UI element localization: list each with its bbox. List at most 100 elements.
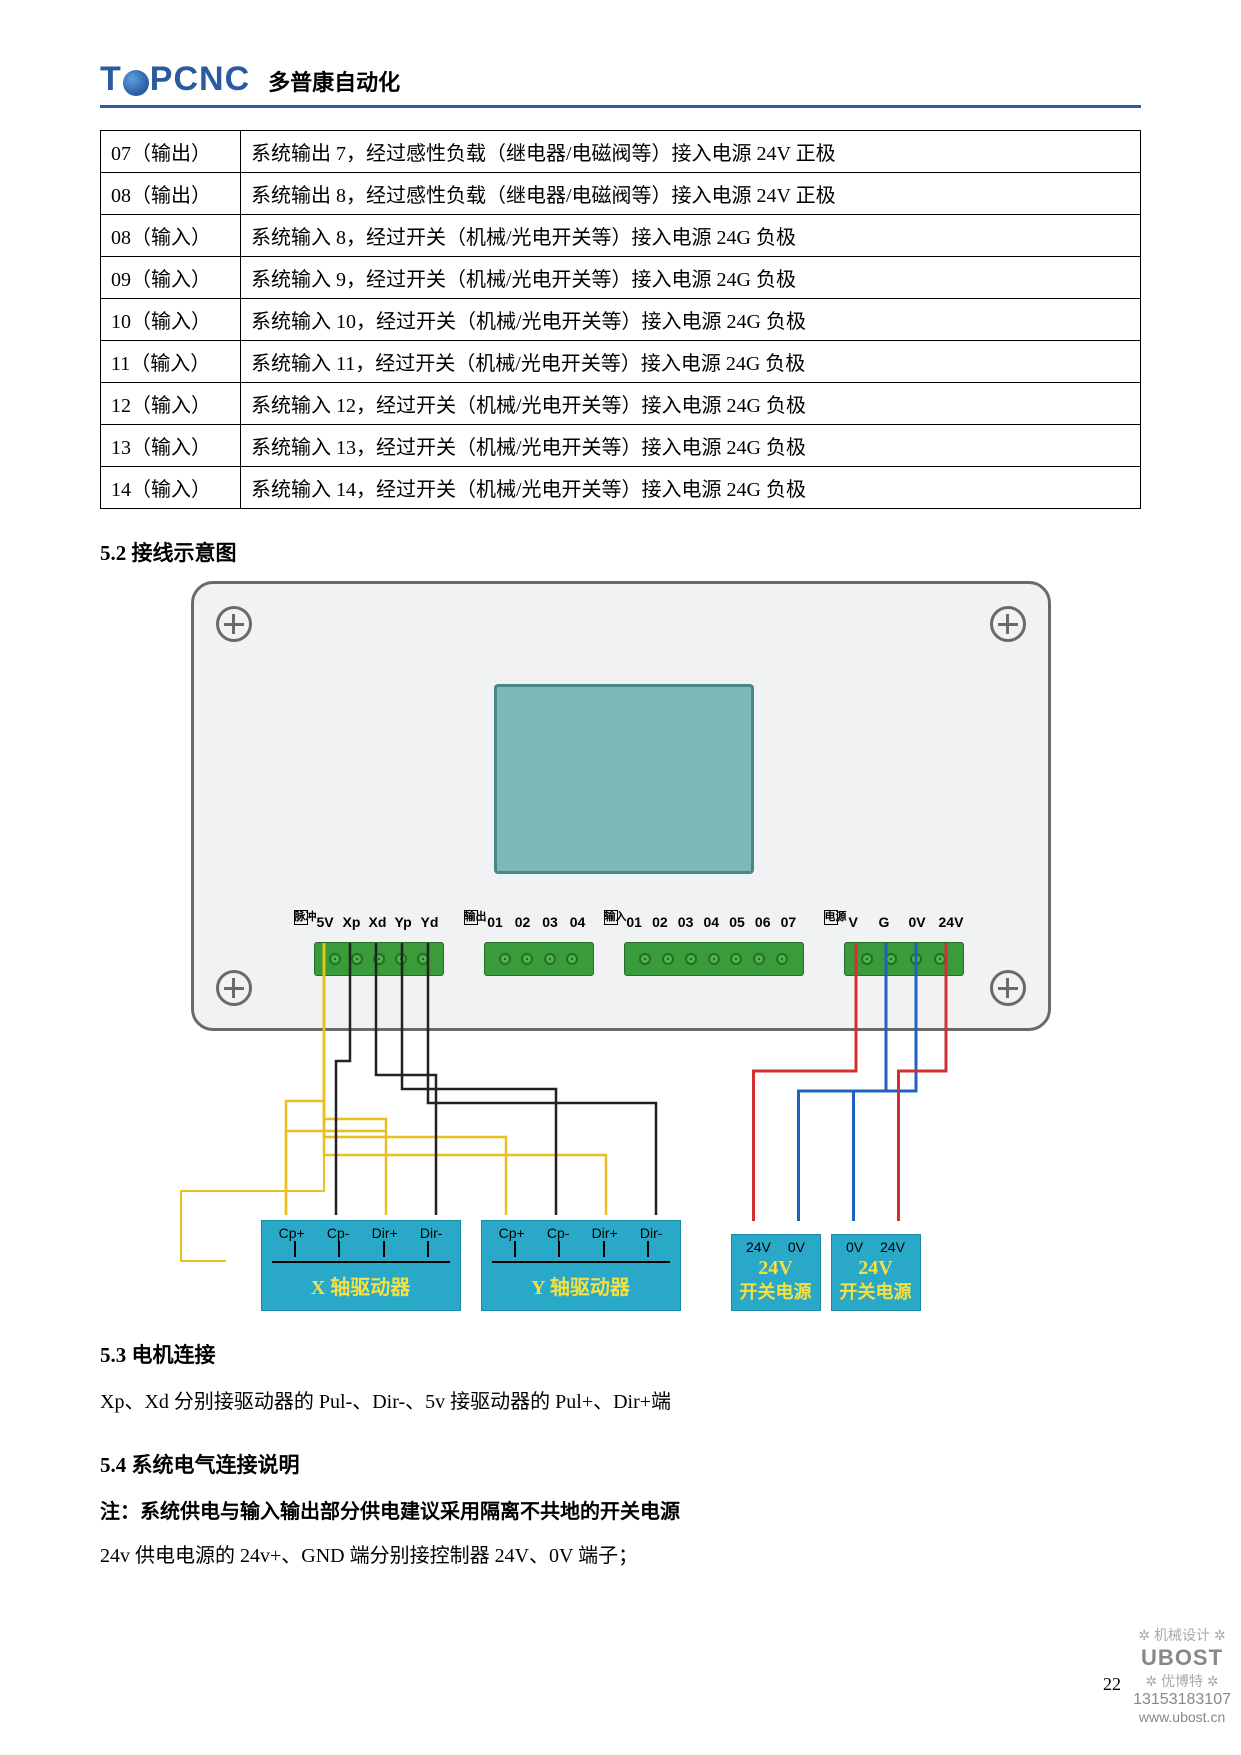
module-pin-label: Cp+ (279, 1225, 305, 1241)
psu2-module: 0V24V 24V 开关电源 (831, 1234, 921, 1311)
io-desc-cell: 系统输入 13，经过开关（机械/光电开关等）接入电源 24G 负极 (241, 425, 1141, 467)
pin-label: 03 (542, 914, 558, 930)
terminal-connector (484, 942, 594, 976)
terminal-pin (544, 953, 556, 965)
io-desc-cell: 系统输入 12，经过开关（机械/光电开关等）接入电源 24G 负极 (241, 383, 1141, 425)
pin-label: Xd (369, 914, 387, 930)
io-desc-cell: 系统输入 9，经过开关（机械/光电开关等）接入电源 24G 负极 (241, 257, 1141, 299)
terminal-pin (885, 953, 897, 965)
pin-label: 07 (781, 914, 797, 930)
pin-label: 06 (755, 914, 771, 930)
io-code-cell: 10（输入） (101, 299, 241, 341)
screw-icon (990, 606, 1026, 642)
group-label: 输出 (464, 910, 478, 925)
terminal-pin (329, 953, 341, 965)
terminal-pin (499, 953, 511, 965)
pin-label: 04 (570, 914, 586, 930)
group-label: 脉冲 (294, 910, 308, 925)
wiring-diagram: 脉冲5VXpXdYpYd输出01020304输入01020304050607电源… (191, 581, 1051, 1311)
io-code-cell: 14（输入） (101, 467, 241, 509)
table-row: 08（输出）系统输出 8，经过感性负载（继电器/电磁阀等）接入电源 24V 正极 (101, 173, 1141, 215)
table-row: 09（输入）系统输入 9，经过开关（机械/光电开关等）接入电源 24G 负极 (101, 257, 1141, 299)
watermark-brand: UBOST (1133, 1645, 1231, 1671)
page-number: 22 (1103, 1674, 1121, 1695)
y-driver-title: Y 轴驱动器 (482, 1265, 680, 1310)
pin-label: 01 (487, 914, 503, 930)
pin-label: 03 (678, 914, 694, 930)
watermark-sub: ✲ 优博特 ✲ (1133, 1671, 1231, 1691)
io-code-cell: 07（输出） (101, 131, 241, 173)
section-5-4-body: 24v 供电电源的 24v+、GND 端分别接控制器 24V、0V 端子； (100, 1537, 1141, 1575)
table-row: 11（输入）系统输入 11，经过开关（机械/光电开关等）接入电源 24G 负极 (101, 341, 1141, 383)
logo-text-left: T (100, 60, 122, 99)
io-table: 07（输出）系统输出 7，经过感性负载（继电器/电磁阀等）接入电源 24V 正极… (100, 130, 1141, 509)
terminal-pin (639, 953, 651, 965)
watermark: ✲ 机械设计 ✲ UBOST ✲ 优博特 ✲ 13153183107 www.u… (1133, 1625, 1231, 1725)
page-header: T PCNC 多普康自动化 (100, 60, 1141, 108)
module-pin-label: Cp- (327, 1225, 350, 1241)
pin-label: Yp (395, 914, 412, 930)
wires-area: Cp+Cp-Dir+Dir- X 轴驱动器 Cp+Cp-Dir+Dir- Y 轴… (191, 1031, 1051, 1311)
pin-label: G (879, 914, 890, 930)
psu1-volt: 24V (732, 1255, 820, 1280)
table-row: 14（输入）系统输入 14，经过开关（机械/光电开关等）接入电源 24G 负极 (101, 467, 1141, 509)
section-5-3-body: Xp、Xd 分别接驱动器的 Pul-、Dir-、5v 接驱动器的 Pul+、Di… (100, 1383, 1141, 1421)
module-pin-label: Dir+ (372, 1225, 398, 1241)
io-desc-cell: 系统输入 11，经过开关（机械/光电开关等）接入电源 24G 负极 (241, 341, 1141, 383)
pin-label: 24V (939, 914, 964, 930)
psu2-volt: 24V (832, 1255, 920, 1280)
module-pin-label: Dir- (640, 1225, 663, 1241)
watermark-top: ✲ 机械设计 ✲ (1133, 1625, 1231, 1645)
terminal-connector (314, 942, 444, 976)
module-pin-label: 24V (746, 1239, 771, 1255)
lcd-screen (494, 684, 754, 874)
terminal-pin (730, 953, 742, 965)
screw-icon (216, 970, 252, 1006)
watermark-url: www.ubost.cn (1133, 1709, 1231, 1725)
io-code-cell: 09（输入） (101, 257, 241, 299)
pin-label: 04 (704, 914, 720, 930)
io-desc-cell: 系统输出 8，经过感性负载（继电器/电磁阀等）接入电源 24V 正极 (241, 173, 1141, 215)
y-driver-module: Cp+Cp-Dir+Dir- Y 轴驱动器 (481, 1220, 681, 1311)
module-pin-label: 24V (880, 1239, 905, 1255)
pin-label: 5V (317, 914, 334, 930)
group-label: 电源 (824, 910, 838, 925)
watermark-phone: 13153183107 (1133, 1691, 1231, 1709)
module-pin-label: 0V (788, 1239, 805, 1255)
terminal-connector (624, 942, 804, 976)
terminal-pin (753, 953, 765, 965)
pin-label: V (849, 914, 858, 930)
io-desc-cell: 系统输入 10，经过开关（机械/光电开关等）接入电源 24G 负极 (241, 299, 1141, 341)
section-5-4-title: 5.4 系统电气连接说明 (100, 1449, 1141, 1479)
psu1-module: 24V0V 24V 开关电源 (731, 1234, 821, 1311)
group-label: 输入 (604, 910, 618, 925)
io-desc-cell: 系统输入 14，经过开关（机械/光电开关等）接入电源 24G 负极 (241, 467, 1141, 509)
terminal-pin (521, 953, 533, 965)
module-pin-label: Dir- (420, 1225, 443, 1241)
table-row: 07（输出）系统输出 7，经过感性负载（继电器/电磁阀等）接入电源 24V 正极 (101, 131, 1141, 173)
module-pin-label: Cp+ (499, 1225, 525, 1241)
section-5-2-title: 5.2 接线示意图 (100, 537, 1141, 567)
table-row: 13（输入）系统输入 13，经过开关（机械/光电开关等）接入电源 24G 负极 (101, 425, 1141, 467)
pin-label: 02 (515, 914, 531, 930)
terminal-pin (351, 953, 363, 965)
x-driver-title: X 轴驱动器 (262, 1265, 460, 1310)
table-row: 10（输入）系统输入 10，经过开关（机械/光电开关等）接入电源 24G 负极 (101, 299, 1141, 341)
module-pin-label: Dir+ (592, 1225, 618, 1241)
io-desc-cell: 系统输出 7，经过感性负载（继电器/电磁阀等）接入电源 24V 正极 (241, 131, 1141, 173)
io-code-cell: 11（输入） (101, 341, 241, 383)
screw-icon (216, 606, 252, 642)
table-row: 12（输入）系统输入 12，经过开关（机械/光电开关等）接入电源 24G 负极 (101, 383, 1141, 425)
terminal-pin (776, 953, 788, 965)
terminal-pin (566, 953, 578, 965)
company-name: 多普康自动化 (268, 65, 400, 97)
terminal-pin (662, 953, 674, 965)
pin-label: Xp (343, 914, 361, 930)
section-5-4-note: 注：系统供电与输入输出部分供电建议采用隔离不共地的开关电源 (100, 1493, 1141, 1531)
psu2-pins: 0V24V (832, 1235, 920, 1255)
psu1-pins: 24V 0V (732, 1235, 820, 1255)
section-5-3-title: 5.3 电机连接 (100, 1339, 1141, 1369)
controller-panel: 脉冲5VXpXdYpYd输出01020304输入01020304050607电源… (191, 581, 1051, 1031)
logo-text-right: PCNC (150, 60, 250, 99)
pin-label: 0V (909, 914, 926, 930)
